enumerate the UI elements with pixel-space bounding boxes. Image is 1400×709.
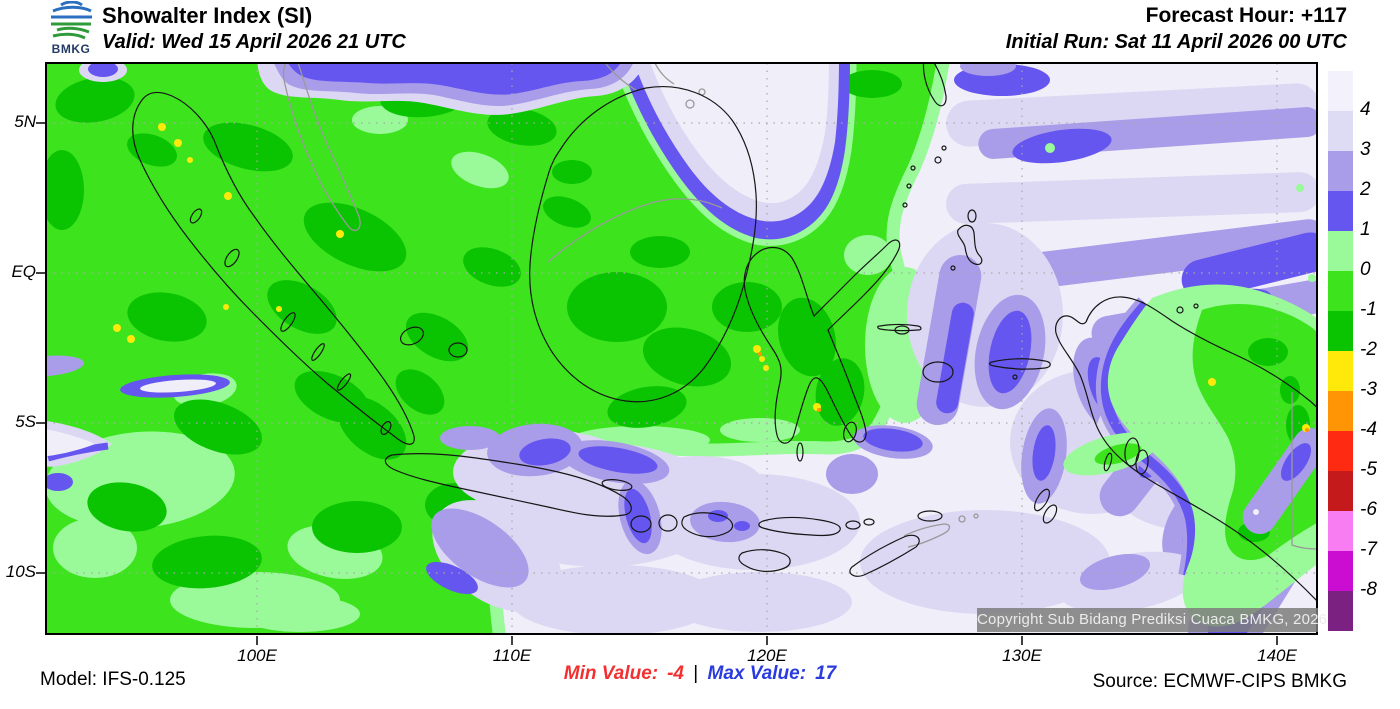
colorbar-tick-label: -3	[1360, 379, 1377, 400]
page-title: Showalter Index (SI)	[102, 3, 313, 28]
coastlines	[132, 63, 1317, 602]
colorbar-tick-label: -1	[1360, 299, 1377, 320]
lat-label-10s: 10S	[5, 562, 36, 581]
foreign-borders	[282, 63, 1317, 550]
si-shading	[46, 63, 1317, 634]
colorbar-segment	[1328, 551, 1353, 591]
colorbar-tick-label: 1	[1360, 219, 1371, 240]
min-value-label: Min Value:	[563, 663, 659, 684]
bmkg-logo: BMKG	[42, 0, 100, 56]
colorbar-tick-label: -5	[1360, 459, 1377, 480]
bmkg-logo-icon	[51, 0, 92, 40]
colorbar-segment	[1328, 191, 1353, 231]
axis-ticks	[36, 122, 1278, 645]
colorbar-tick-label: 4	[1360, 99, 1371, 120]
colorbar-tick-label: -6	[1360, 499, 1377, 520]
min-max-separator: |	[693, 663, 699, 684]
model-label: Model: IFS-0.125	[40, 669, 186, 690]
colorbar-segment	[1328, 151, 1353, 191]
source-label: Source: ECMWF-CIPS BMKG	[1092, 671, 1347, 692]
initial-run-label: Initial Run: Sat 11 April 2026 00 UTC	[1005, 31, 1347, 53]
colorbar-segment	[1328, 351, 1353, 391]
max-value: 17	[815, 663, 837, 684]
colorbar-tick-label: -4	[1360, 419, 1377, 440]
lat-label-5s: 5S	[15, 412, 36, 431]
colorbar-segment	[1328, 311, 1353, 351]
colorbar-tick-label: -7	[1360, 539, 1377, 560]
colorbar-tick-label: -8	[1360, 579, 1377, 600]
colorbar-tick-label: -2	[1360, 339, 1377, 360]
colorbar-tick-label: 3	[1360, 139, 1371, 160]
lon-label-130e: 130E	[1002, 646, 1042, 665]
min-max-values: Min Value: -4 | Max Value: 17	[564, 663, 836, 685]
lon-label-120e: 120E	[747, 646, 787, 665]
colorbar-segment	[1328, 111, 1353, 151]
colorbar-tick-label: 2	[1360, 179, 1371, 200]
colorbar-segment	[1328, 231, 1353, 271]
lat-label-eq: EQ	[11, 262, 36, 281]
copyright-overlay: Copyright Sub Bidang Prediksi Cuaca BMKG…	[977, 608, 1327, 632]
colorbar-tick-label: 0	[1360, 259, 1371, 280]
min-value: -4	[667, 663, 685, 684]
bmkg-logo-text: BMKG	[51, 42, 91, 56]
valid-time-label: Valid: Wed 15 April 2026 21 UTC	[102, 31, 406, 53]
map-frame	[45, 62, 1318, 635]
colorbar-segment	[1328, 391, 1353, 431]
max-value-label: Max Value:	[707, 663, 807, 684]
lon-label-100e: 100E	[237, 646, 277, 665]
lon-label-140e: 140E	[1257, 646, 1297, 665]
gridlines	[46, 63, 1317, 634]
colorbar-segment	[1328, 591, 1353, 631]
colorbar-segment	[1328, 511, 1353, 551]
colorbar-segment	[1328, 431, 1353, 471]
lon-label-110e: 110E	[492, 646, 532, 665]
colorbar-segment	[1328, 71, 1353, 111]
lat-label-5n: 5N	[14, 112, 36, 131]
colorbar	[1328, 71, 1353, 631]
colorbar-segment	[1328, 471, 1353, 511]
forecast-hour-label: Forecast Hour: +117	[1145, 4, 1347, 27]
colorbar-segment	[1328, 271, 1353, 311]
